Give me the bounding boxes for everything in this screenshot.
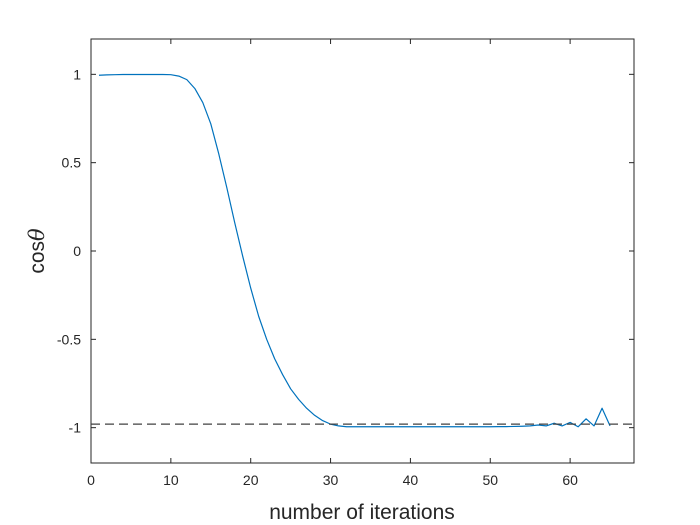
x-tick-label-2: 20	[243, 472, 259, 488]
series-group	[91, 73, 634, 428]
x-tick-label-6: 60	[562, 472, 578, 488]
x-tick-label-1: 10	[163, 472, 179, 488]
y-axis-label: cosθ	[25, 228, 49, 274]
y-tick-label-0: -1	[69, 420, 82, 436]
x-tick-label-5: 50	[482, 472, 498, 488]
y-tick-label-2: 0	[73, 243, 81, 259]
y-axis-label-symbol: θ	[25, 228, 49, 241]
y-tick-label-4: 1	[73, 66, 81, 82]
x-tick-label-3: 30	[323, 472, 339, 488]
plot-area	[90, 38, 635, 464]
y-tick-label-1: -0.5	[57, 331, 81, 347]
x-tick-label-4: 40	[403, 472, 419, 488]
y-tick-label-3: 0.5	[62, 155, 82, 171]
x-tick-label-0: 0	[87, 472, 95, 488]
y-axis-label-text: cos	[26, 241, 49, 274]
axis-ticks: 0 10 20 30 40 50 60 -1 -0.5 0 0.5 1	[57, 39, 634, 488]
series-line-0	[98, 73, 611, 428]
x-axis-label: number of iterations	[269, 501, 455, 524]
